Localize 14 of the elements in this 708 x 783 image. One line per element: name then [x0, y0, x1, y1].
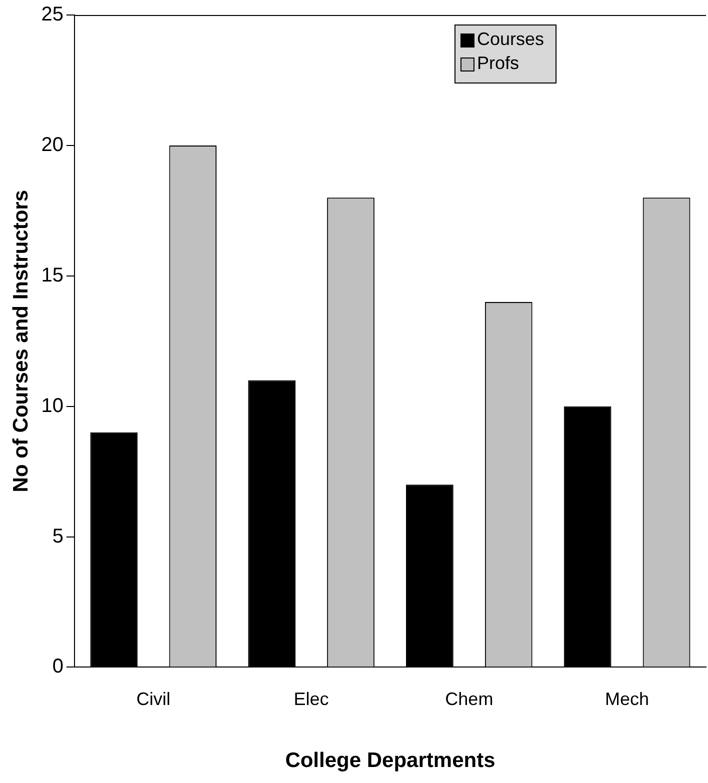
- legend-label: Profs: [476, 52, 519, 73]
- x-tick-label: Civil: [136, 688, 170, 709]
- y-tick-label: 0: [52, 656, 64, 678]
- y-tick-label: 10: [41, 394, 64, 417]
- y-tick-label: 15: [41, 264, 64, 286]
- x-tick-label: Chem: [445, 688, 494, 709]
- y-tick-label: 5: [52, 525, 64, 548]
- legend-label: Courses: [476, 28, 544, 49]
- y-axis-title: No of Courses and Instructors: [9, 190, 32, 492]
- y-tick-label: 20: [41, 134, 64, 156]
- x-tick-label: Mech: [605, 688, 650, 709]
- x-tick-label: Elec: [294, 688, 329, 709]
- y-tick-label: 25: [41, 4, 64, 26]
- x-axis-title: College Departments: [285, 749, 496, 772]
